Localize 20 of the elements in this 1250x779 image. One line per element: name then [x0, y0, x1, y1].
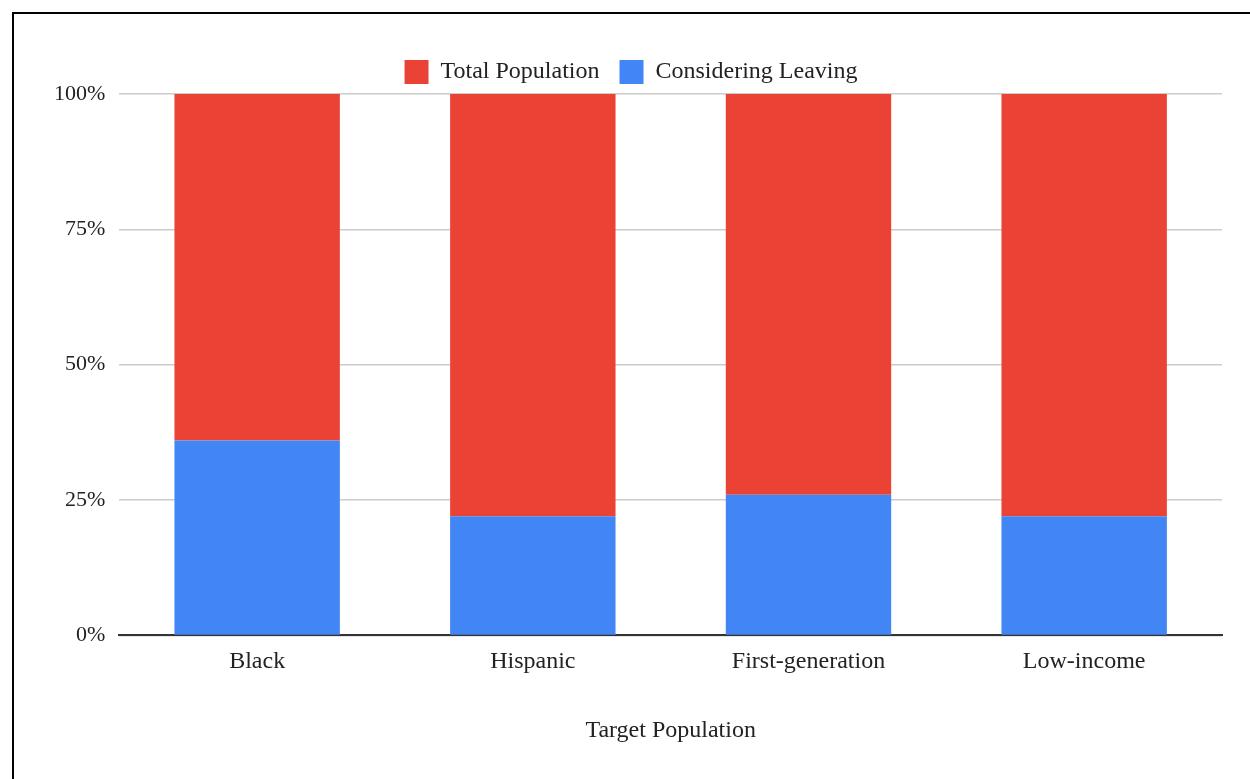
y-tick-label: 25% [65, 485, 106, 511]
bar [450, 94, 616, 517]
bar [1001, 94, 1167, 517]
x-tick-label: First-generation [731, 647, 886, 674]
bar [450, 516, 616, 635]
x-tick-label: Low-income [1022, 647, 1146, 674]
y-tick-label: 0% [76, 621, 106, 647]
y-tick-label: 50% [65, 350, 106, 376]
bar [725, 494, 892, 635]
x-tick-label: Hispanic [490, 647, 576, 674]
x-tick-label: Black [229, 647, 286, 674]
legend-label: Considering Leaving [655, 57, 858, 84]
bar [174, 94, 340, 441]
y-tick-label: 75% [65, 215, 106, 241]
x-axis-title: Target Population [585, 715, 756, 742]
bar [1001, 516, 1167, 635]
bar [725, 94, 892, 495]
legend-label: Total Population [440, 57, 600, 84]
bar [174, 440, 340, 635]
y-tick-label: 100% [54, 79, 106, 105]
